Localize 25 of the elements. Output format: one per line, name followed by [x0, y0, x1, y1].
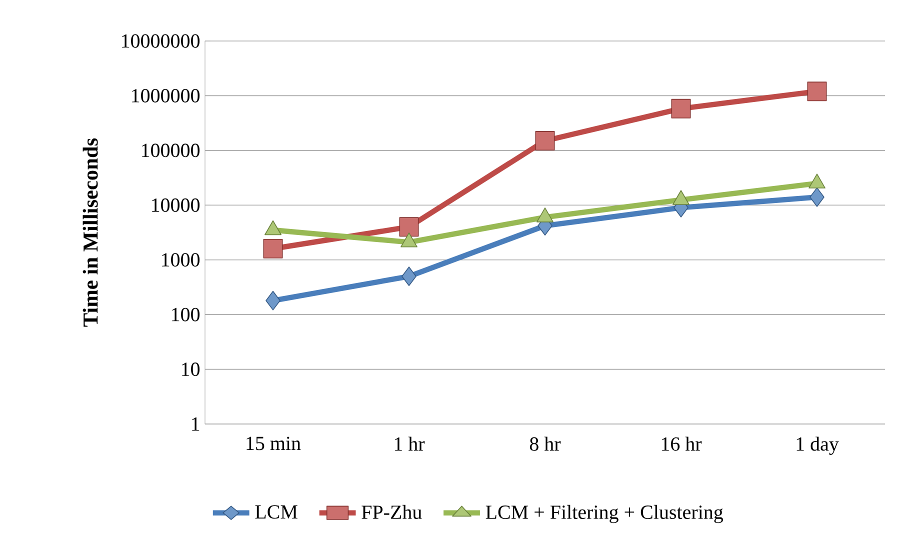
y-tick-label: 10	[182, 362, 200, 376]
legend-label: LCM	[255, 505, 298, 519]
y-axis-title: Time in Milliseconds	[82, 138, 98, 327]
point	[810, 187, 824, 207]
point	[671, 98, 691, 118]
x-tick-label: 1 day	[796, 436, 839, 455]
y-tick-label: 100	[172, 308, 200, 322]
x-tick-label: 8 hr	[530, 436, 561, 451]
legend-label: FP-Zhu	[362, 504, 422, 519]
y-tick-label: 1000000	[132, 88, 200, 102]
point	[399, 217, 419, 237]
y-tick-label: 1000	[162, 253, 200, 267]
y-tick-label: 10000	[152, 198, 200, 212]
point	[807, 82, 827, 102]
point	[402, 266, 416, 286]
point	[535, 131, 555, 151]
x-tick-label: 1 hr	[394, 436, 425, 451]
point	[266, 290, 280, 310]
legend-label: LCM + Filtering + Clustering	[486, 504, 724, 524]
y-tick-label: 1	[192, 417, 200, 431]
y-tick-label: 100000	[142, 144, 200, 158]
point	[263, 238, 283, 258]
y-tick-label: 10000000	[122, 34, 200, 48]
x-tick-label: 16 hr	[662, 436, 702, 451]
x-tick-label: 15 min	[246, 436, 301, 450]
